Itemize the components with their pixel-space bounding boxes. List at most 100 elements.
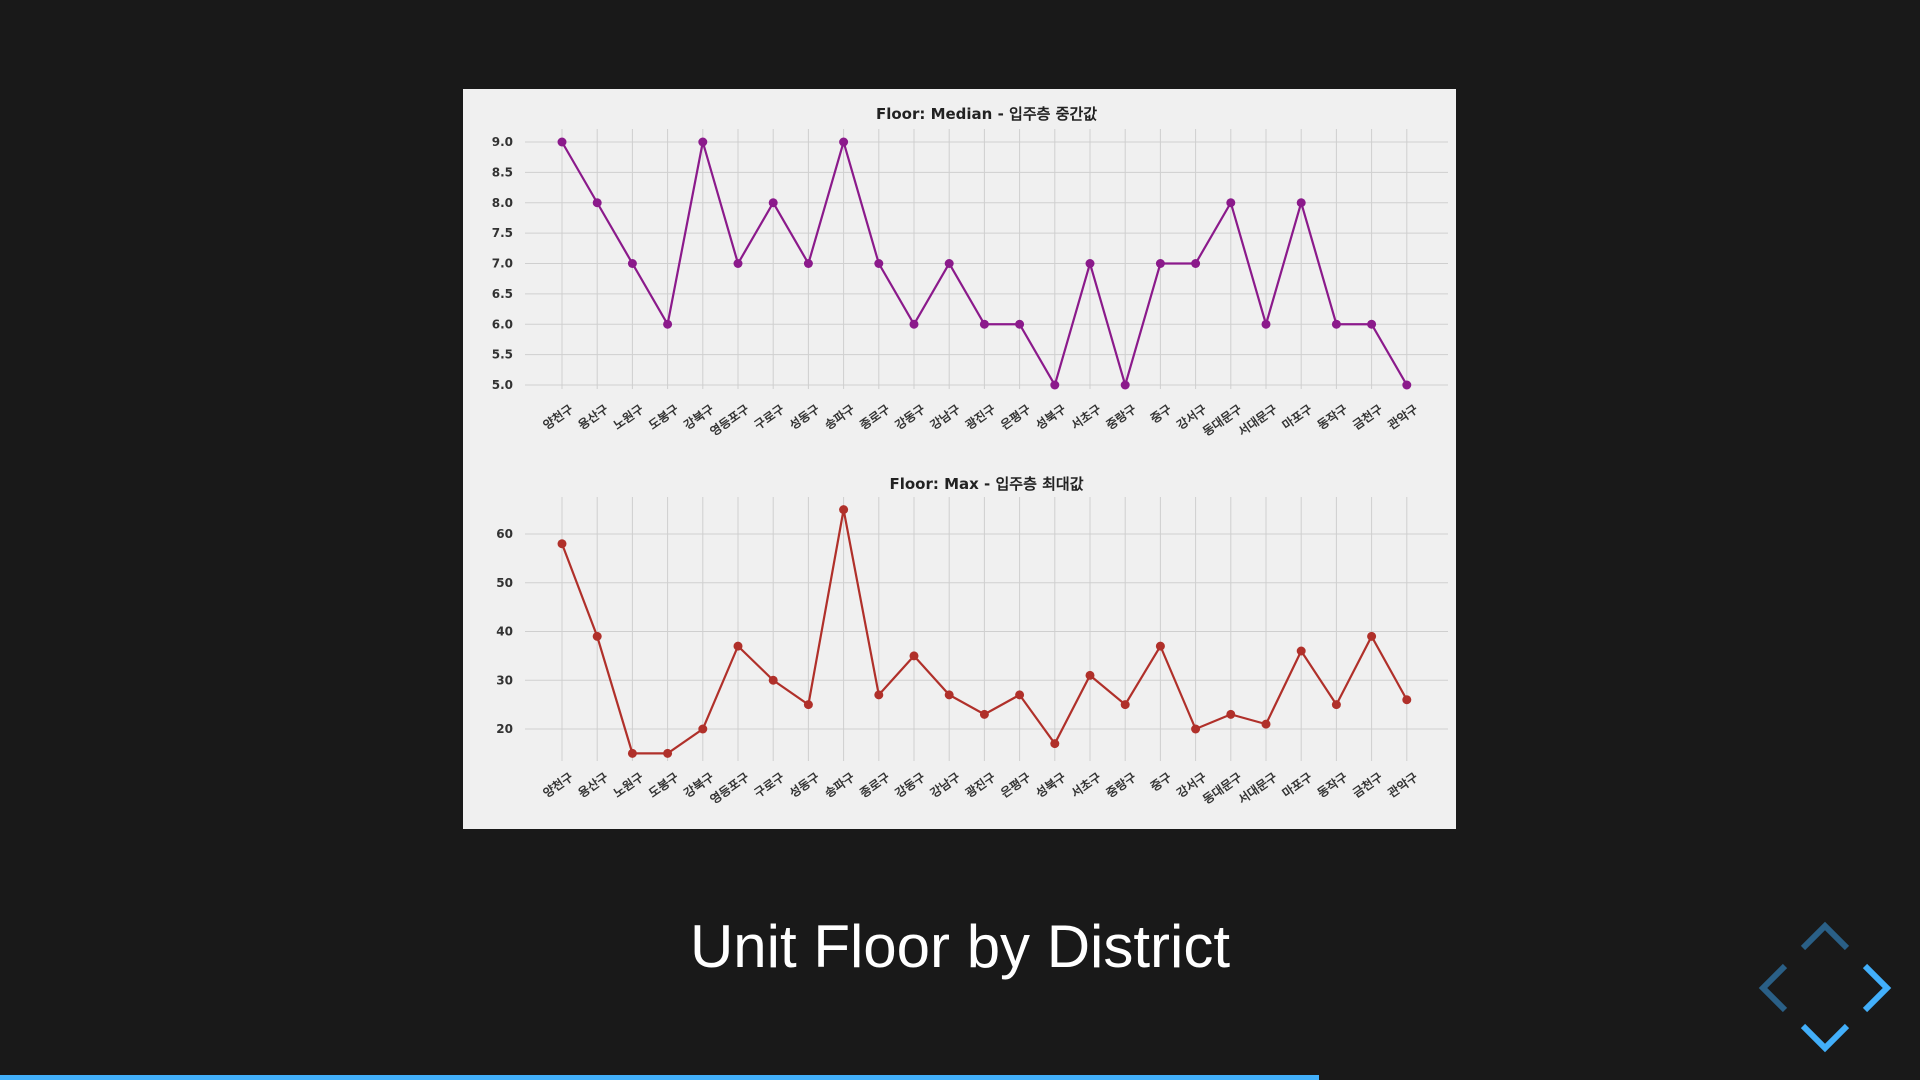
- median-data-point: [1120, 380, 1130, 390]
- median-y-tick-label: 6.5: [492, 287, 513, 301]
- max-data-point: [803, 700, 813, 710]
- median-x-tick-label: 강동구: [893, 402, 928, 432]
- max-data-point: [768, 675, 778, 685]
- max-x-tick-label: 광진구: [962, 769, 998, 800]
- median-x-tick-label: 동대문구: [1200, 402, 1244, 439]
- median-y-tick-label: 6.0: [492, 317, 513, 331]
- max-data-point: [1261, 719, 1271, 729]
- median-data-point: [1331, 319, 1341, 329]
- chevron-down-icon: [1800, 1023, 1850, 1053]
- max-data-point: [557, 539, 567, 549]
- median-x-tick-label: 관악구: [1385, 401, 1421, 432]
- max-x-tick-label: 종로구: [857, 770, 892, 800]
- median-x-tick-label: 동작구: [1314, 401, 1350, 432]
- median-data-point: [663, 319, 673, 329]
- max-x-tick-label: 서대문구: [1235, 769, 1280, 807]
- max-x-tick-label: 은평구: [998, 770, 1033, 800]
- max-x-tick-label: 동대문구: [1200, 770, 1244, 807]
- max-x-tick-label: 관악구: [1385, 769, 1421, 800]
- max-chart-title: Floor: Max - 입주층 최대값: [889, 475, 1083, 493]
- median-x-tick-label: 서초구: [1068, 401, 1104, 432]
- median-x-tick-label: 서대문구: [1235, 401, 1280, 439]
- median-data-point: [1085, 259, 1095, 268]
- max-x-tick-label: 노원구: [611, 770, 646, 800]
- max-x-tick-label: 용산구: [575, 769, 611, 800]
- median-x-tick-label: 용산구: [575, 401, 611, 432]
- nav-left-button[interactable]: [1755, 958, 1791, 1018]
- max-x-tick-label: 영등포구: [707, 769, 752, 807]
- median-x-tick-label: 송파구: [822, 401, 858, 432]
- max-y-tick-label: 30: [496, 673, 513, 687]
- median-x-tick-label: 성동구: [787, 402, 822, 432]
- max-data-point: [733, 641, 743, 651]
- median-x-tick-label: 금천구: [1350, 401, 1386, 432]
- max-x-tick-label: 강동구: [893, 770, 928, 800]
- median-data-point: [733, 259, 743, 268]
- median-x-tick-label: 광진구: [962, 401, 998, 432]
- progress-bar-fill: [0, 1075, 1320, 1080]
- median-x-tick-label: 마포구: [1279, 401, 1315, 432]
- median-data-point: [1296, 198, 1306, 208]
- slide-navigation-controls: [1755, 918, 1895, 1058]
- max-data-point: [1331, 700, 1341, 710]
- max-x-tick-label: 도봉구: [646, 770, 681, 800]
- max-data-point: [663, 748, 673, 758]
- max-x-tick-label: 구로구: [752, 770, 787, 800]
- max-x-tick-label: 성북구: [1033, 770, 1068, 800]
- max-data-point: [1402, 695, 1412, 705]
- median-data-point: [1367, 319, 1377, 329]
- max-data-point: [1191, 724, 1201, 734]
- median-data-point: [698, 137, 708, 147]
- median-data-point: [592, 198, 602, 208]
- max-y-tick-label: 50: [496, 576, 513, 590]
- median-x-tick-label: 종로구: [857, 402, 892, 432]
- nav-down-button[interactable]: [1795, 1020, 1855, 1056]
- median-data-point: [627, 259, 637, 268]
- max-data-point: [698, 724, 708, 734]
- median-data-point: [909, 319, 919, 329]
- max-data-point: [592, 631, 602, 641]
- max-data-point: [627, 748, 637, 758]
- median-data-point: [1226, 198, 1236, 208]
- max-x-tick-label: 서초구: [1068, 769, 1104, 800]
- max-data-point: [909, 651, 919, 661]
- chevron-up-icon: [1800, 921, 1850, 951]
- max-data-point: [1226, 709, 1236, 719]
- max-y-tick-label: 40: [496, 625, 513, 639]
- max-data-point: [979, 709, 989, 719]
- median-y-tick-label: 8.0: [492, 196, 513, 210]
- max-data-point: [839, 505, 849, 515]
- max-data-point: [1050, 739, 1060, 749]
- max-data-point: [944, 690, 954, 700]
- median-data-point: [557, 137, 567, 147]
- median-data-point: [979, 319, 989, 329]
- median-data-point: [839, 137, 849, 147]
- max-x-tick-label: 마포구: [1279, 769, 1315, 800]
- max-data-point: [1296, 646, 1306, 656]
- nav-up-button[interactable]: [1795, 918, 1855, 954]
- median-data-point: [1050, 380, 1060, 390]
- max-x-tick-label: 송파구: [822, 769, 858, 800]
- slide-title: Unit Floor by District: [689, 913, 1231, 980]
- median-data-point: [1402, 380, 1412, 390]
- median-x-tick-label: 은평구: [998, 402, 1033, 432]
- median-x-tick-label: 영등포구: [707, 401, 752, 439]
- median-chart-title: Floor: Median - 입주층 중간값: [876, 105, 1097, 123]
- max-x-tick-label: 금천구: [1350, 769, 1386, 800]
- median-data-point: [1015, 319, 1025, 329]
- max-y-tick-label: 60: [496, 527, 513, 541]
- max-x-tick-label: 성동구: [787, 770, 822, 800]
- max-data-point: [1015, 690, 1025, 700]
- median-x-tick-label: 중랑구: [1104, 402, 1139, 432]
- median-x-tick-label: 강남구: [927, 401, 963, 432]
- median-data-point: [1261, 319, 1271, 329]
- chart-svg: 5.0 5.5 6.0 6.5 7.0 7.5 8.0 8.5 9.0 Floor: Median…: [492, 105, 1448, 807]
- max-x-tick-label: 동작구: [1314, 769, 1350, 800]
- median-data-point: [1191, 259, 1201, 268]
- nav-right-button[interactable]: [1859, 958, 1895, 1018]
- median-data-point: [874, 259, 884, 268]
- chevron-left-icon: [1758, 963, 1788, 1013]
- max-data-point: [1120, 700, 1130, 710]
- median-y-tick-label: 7.5: [492, 226, 513, 240]
- median-x-tick-label: 노원구: [611, 402, 646, 432]
